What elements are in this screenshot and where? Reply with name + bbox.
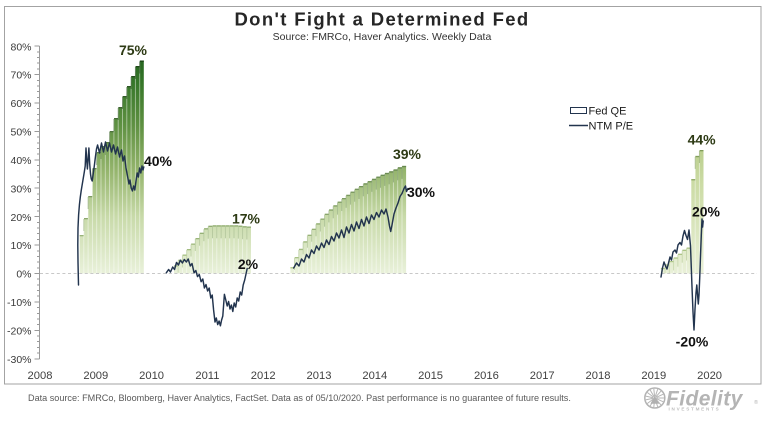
svg-text:0%: 0% bbox=[16, 269, 31, 281]
svg-text:2019: 2019 bbox=[641, 370, 666, 382]
svg-text:70%: 70% bbox=[10, 70, 31, 82]
svg-text:75%: 75% bbox=[119, 42, 148, 58]
svg-text:Fidelity: Fidelity bbox=[666, 388, 744, 411]
svg-text:30%: 30% bbox=[10, 183, 31, 195]
svg-text:Don't Fight a Determined Fed: Don't Fight a Determined Fed bbox=[234, 9, 529, 30]
svg-text:44%: 44% bbox=[688, 132, 717, 148]
svg-text:2013: 2013 bbox=[307, 370, 332, 382]
svg-text:-20%: -20% bbox=[676, 334, 709, 350]
svg-text:20%: 20% bbox=[10, 212, 31, 224]
svg-text:50%: 50% bbox=[10, 127, 31, 139]
svg-text:2009: 2009 bbox=[83, 370, 108, 382]
svg-text:Data source: FMRCo, Bloomberg,: Data source: FMRCo, Bloomberg, Haver Ana… bbox=[28, 393, 571, 403]
svg-text:INVESTMENTS: INVESTMENTS bbox=[669, 407, 721, 412]
svg-text:2017: 2017 bbox=[530, 370, 555, 382]
svg-text:17%: 17% bbox=[232, 211, 261, 227]
svg-text:2012: 2012 bbox=[251, 370, 276, 382]
svg-text:40%: 40% bbox=[144, 153, 173, 169]
svg-text:Fed QE: Fed QE bbox=[589, 106, 627, 118]
svg-text:2011: 2011 bbox=[195, 370, 219, 382]
svg-text:2020: 2020 bbox=[697, 370, 722, 382]
svg-text:2014: 2014 bbox=[362, 370, 387, 382]
svg-text:10%: 10% bbox=[10, 240, 31, 252]
svg-text:2016: 2016 bbox=[474, 370, 499, 382]
svg-text:NTM P/E: NTM P/E bbox=[589, 121, 634, 133]
svg-text:2010: 2010 bbox=[139, 370, 164, 382]
svg-text:-20%: -20% bbox=[7, 325, 32, 337]
svg-text:-10%: -10% bbox=[7, 297, 32, 309]
svg-text:Source: FMRCo, Haver Analytics: Source: FMRCo, Haver Analytics. Weekly D… bbox=[273, 31, 492, 43]
svg-text:®: ® bbox=[754, 399, 758, 406]
svg-text:80%: 80% bbox=[10, 41, 31, 53]
svg-text:2008: 2008 bbox=[28, 370, 53, 382]
svg-text:30%: 30% bbox=[407, 184, 436, 200]
svg-text:2018: 2018 bbox=[586, 370, 611, 382]
svg-text:2%: 2% bbox=[238, 256, 259, 272]
svg-text:-30%: -30% bbox=[7, 354, 32, 366]
svg-text:60%: 60% bbox=[10, 98, 31, 110]
svg-text:2015: 2015 bbox=[418, 370, 443, 382]
svg-text:20%: 20% bbox=[692, 204, 721, 220]
svg-text:39%: 39% bbox=[393, 146, 422, 162]
svg-text:40%: 40% bbox=[10, 155, 31, 167]
